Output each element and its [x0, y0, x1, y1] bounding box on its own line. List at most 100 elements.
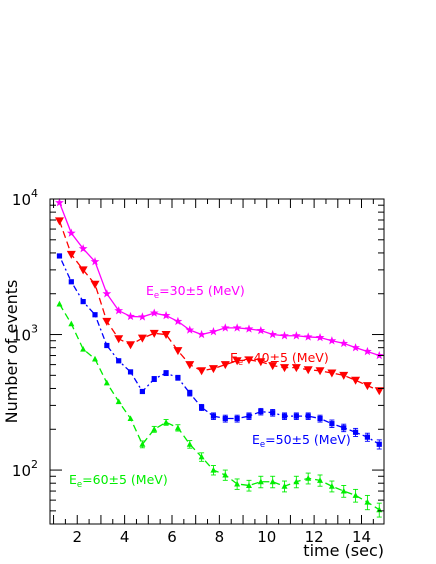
data-point	[198, 453, 205, 460]
data-point	[66, 250, 76, 259]
series-line	[58, 255, 380, 445]
x-tick-label: 2	[72, 528, 82, 546]
data-point	[280, 331, 289, 340]
data-point	[291, 331, 301, 340]
data-point	[364, 498, 371, 505]
series-label-2: Ee=40±5 (MeV)	[230, 350, 329, 368]
data-point	[234, 415, 240, 422]
data-point	[327, 336, 337, 345]
x-tick-label: 14	[352, 528, 371, 546]
data-point	[127, 369, 134, 375]
series-label-4: Ee=60±5 (MeV)	[69, 472, 168, 490]
data-point	[103, 379, 110, 386]
data-point	[234, 480, 241, 487]
data-point	[281, 413, 288, 419]
data-point	[327, 369, 337, 378]
data-point	[210, 466, 217, 473]
data-point	[56, 300, 63, 307]
data-point	[303, 332, 313, 341]
data-point	[317, 415, 323, 422]
data-point	[104, 342, 110, 349]
series-labels: Ee=30±5 (MeV) Ee=40±5 (MeV) Ee=50±5 (MeV) E…	[69, 283, 351, 490]
data-point	[173, 316, 183, 326]
y-tick-label: 104	[12, 187, 38, 209]
data-point	[114, 335, 124, 344]
data-point	[80, 345, 87, 352]
y-tick-label: 102	[12, 458, 38, 480]
data-point	[92, 355, 99, 362]
data-point	[328, 483, 335, 489]
data-point	[246, 413, 252, 419]
data-point	[161, 310, 171, 320]
data-point	[341, 425, 347, 431]
data-point	[210, 413, 217, 419]
data-point	[352, 429, 359, 435]
data-point	[220, 361, 230, 370]
data-point	[185, 325, 195, 334]
data-point	[220, 323, 230, 332]
data-point	[351, 376, 361, 385]
data-point	[222, 415, 228, 422]
data-point	[197, 329, 206, 339]
data-point	[315, 367, 325, 376]
data-point	[376, 441, 382, 447]
data-point	[78, 244, 88, 253]
data-point	[303, 366, 313, 375]
data-point	[163, 419, 170, 425]
plot-frame	[49, 198, 385, 525]
series-2	[54, 217, 384, 396]
series-3	[56, 253, 382, 450]
data-point	[173, 347, 183, 356]
data-point	[68, 279, 74, 285]
data-point	[305, 475, 312, 481]
data-point	[90, 280, 100, 289]
data-point	[291, 364, 301, 373]
data-point	[149, 308, 159, 317]
data-point	[317, 477, 324, 483]
data-point	[281, 483, 288, 489]
data-point	[54, 217, 64, 226]
data-point	[138, 312, 147, 321]
data-point	[293, 478, 300, 485]
chart-marks	[54, 198, 384, 518]
series-line	[58, 202, 380, 357]
data-point	[115, 398, 122, 405]
data-point	[352, 492, 359, 498]
data-point	[92, 312, 98, 318]
data-point	[339, 371, 349, 380]
data-point	[126, 311, 135, 321]
x-axis-title: time (sec)	[303, 541, 384, 560]
data-point	[126, 341, 136, 350]
data-point	[232, 357, 242, 366]
data-point	[208, 365, 218, 374]
y-tick-label: 103	[12, 323, 38, 345]
data-point	[256, 358, 266, 367]
series-1	[55, 198, 384, 360]
series-label-3: Ee=50±5 (MeV)	[252, 432, 351, 450]
data-point	[329, 421, 335, 427]
data-point	[363, 346, 372, 356]
data-point	[270, 410, 276, 416]
data-point	[374, 387, 384, 396]
x-tick-label: 4	[120, 528, 130, 546]
data-point	[68, 320, 75, 327]
data-point	[199, 404, 205, 410]
data-point	[139, 388, 145, 395]
data-point	[209, 327, 218, 336]
data-point	[339, 338, 349, 348]
data-point	[258, 409, 264, 415]
data-point	[232, 323, 242, 332]
data-point	[256, 325, 266, 335]
data-point	[78, 266, 88, 275]
data-point	[139, 441, 146, 447]
data-point	[351, 343, 360, 352]
data-point	[222, 471, 229, 478]
data-point	[257, 478, 264, 485]
data-point	[137, 334, 147, 343]
data-point	[197, 367, 207, 376]
data-point	[175, 375, 181, 381]
data-point	[364, 434, 371, 440]
data-point	[116, 358, 122, 364]
data-point	[315, 332, 325, 342]
